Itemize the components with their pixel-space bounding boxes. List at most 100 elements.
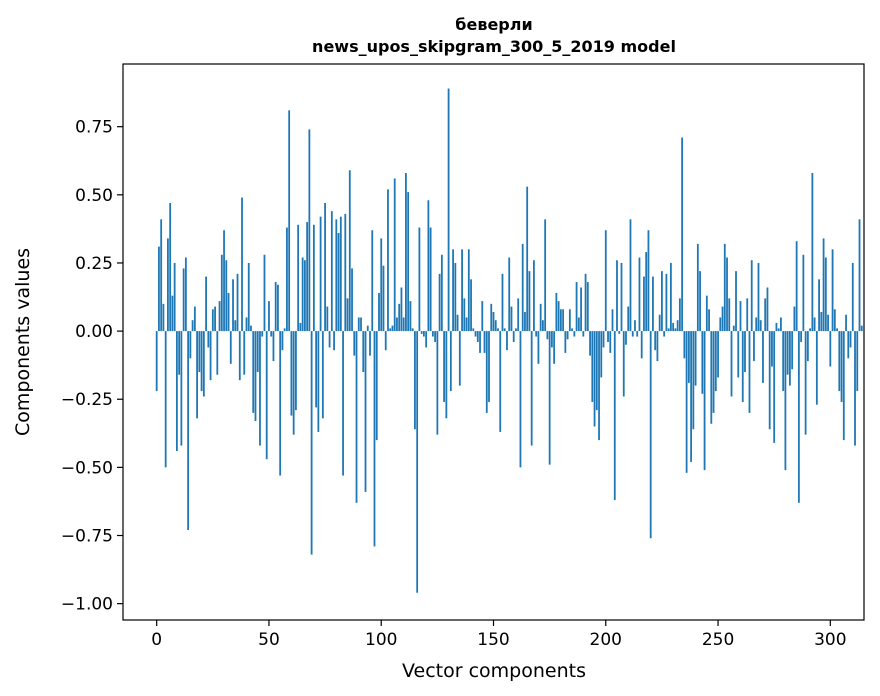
bar — [721, 306, 724, 332]
bar — [308, 129, 311, 332]
bar — [454, 262, 457, 332]
bar — [456, 314, 459, 332]
bar — [849, 331, 852, 348]
bar — [414, 331, 416, 430]
bar — [328, 331, 331, 348]
bar — [510, 306, 513, 332]
bar — [546, 331, 549, 340]
bar — [564, 331, 567, 353]
bar — [584, 273, 587, 332]
bar — [337, 232, 340, 332]
bar — [696, 243, 699, 332]
bar — [708, 309, 710, 332]
bar — [200, 331, 203, 392]
bar — [261, 331, 264, 337]
bar — [580, 287, 582, 332]
bar — [438, 273, 441, 332]
bar — [193, 306, 196, 332]
bar — [501, 273, 504, 332]
bar — [223, 230, 225, 332]
bar — [586, 282, 589, 332]
bar — [400, 287, 403, 332]
bar — [279, 331, 282, 476]
bar — [348, 170, 351, 332]
bar — [687, 331, 690, 383]
bar — [393, 178, 396, 332]
bar — [703, 331, 706, 471]
bar — [490, 303, 493, 332]
bar — [268, 301, 270, 332]
plot-frame — [122, 63, 865, 621]
bar — [218, 301, 221, 332]
x-axis-ticks: 0 50 100 150 200 250 300 — [151, 620, 847, 650]
bar — [555, 292, 558, 332]
bar — [317, 331, 320, 432]
bar — [802, 254, 805, 332]
bar — [398, 303, 401, 332]
bar — [600, 331, 603, 378]
bar — [485, 331, 488, 413]
bar — [609, 331, 612, 353]
bar — [618, 331, 621, 334]
bar — [753, 331, 755, 362]
bar — [571, 328, 573, 332]
bar — [202, 331, 205, 397]
bar — [335, 219, 338, 332]
bar — [553, 331, 556, 364]
bar — [811, 173, 814, 332]
bar — [214, 306, 216, 332]
bar — [860, 325, 863, 332]
bar — [449, 331, 452, 392]
bar — [858, 219, 861, 332]
bar — [245, 317, 248, 332]
bar — [640, 331, 643, 359]
bar — [631, 331, 634, 337]
bar — [458, 331, 461, 386]
bar — [616, 260, 618, 332]
bar — [440, 254, 443, 332]
bar — [405, 173, 407, 332]
bar — [591, 331, 594, 402]
bar — [842, 331, 845, 441]
bar — [685, 331, 688, 473]
bar — [827, 314, 829, 332]
bar — [470, 279, 472, 332]
bar — [566, 331, 569, 340]
bar — [281, 331, 284, 351]
bar — [568, 309, 571, 332]
bar — [184, 257, 187, 332]
bar — [286, 227, 288, 332]
x-tick-label: 300 — [814, 630, 846, 650]
x-tick-label: 0 — [151, 630, 162, 650]
bar — [831, 249, 834, 332]
bar — [384, 331, 387, 351]
bar — [225, 260, 228, 332]
y-tick-label: 0.50 — [75, 186, 113, 206]
bar — [557, 301, 560, 332]
bar — [575, 282, 578, 332]
bar — [647, 230, 650, 332]
bar — [256, 331, 259, 372]
bar — [542, 320, 544, 332]
bar — [270, 331, 273, 337]
bar — [676, 320, 679, 332]
bar — [167, 238, 169, 332]
bar — [160, 219, 163, 332]
bar — [710, 331, 713, 424]
bar — [173, 262, 176, 332]
bar — [422, 331, 425, 337]
bar — [366, 325, 369, 332]
bar — [636, 331, 639, 337]
bar — [824, 257, 827, 332]
bar — [699, 271, 701, 332]
bar — [492, 312, 495, 332]
bar — [196, 331, 198, 419]
bar — [539, 303, 542, 332]
bar — [465, 317, 468, 332]
bar — [425, 331, 428, 348]
bar — [155, 331, 158, 392]
bar — [593, 331, 596, 427]
bar — [629, 219, 632, 332]
bar — [744, 331, 746, 372]
